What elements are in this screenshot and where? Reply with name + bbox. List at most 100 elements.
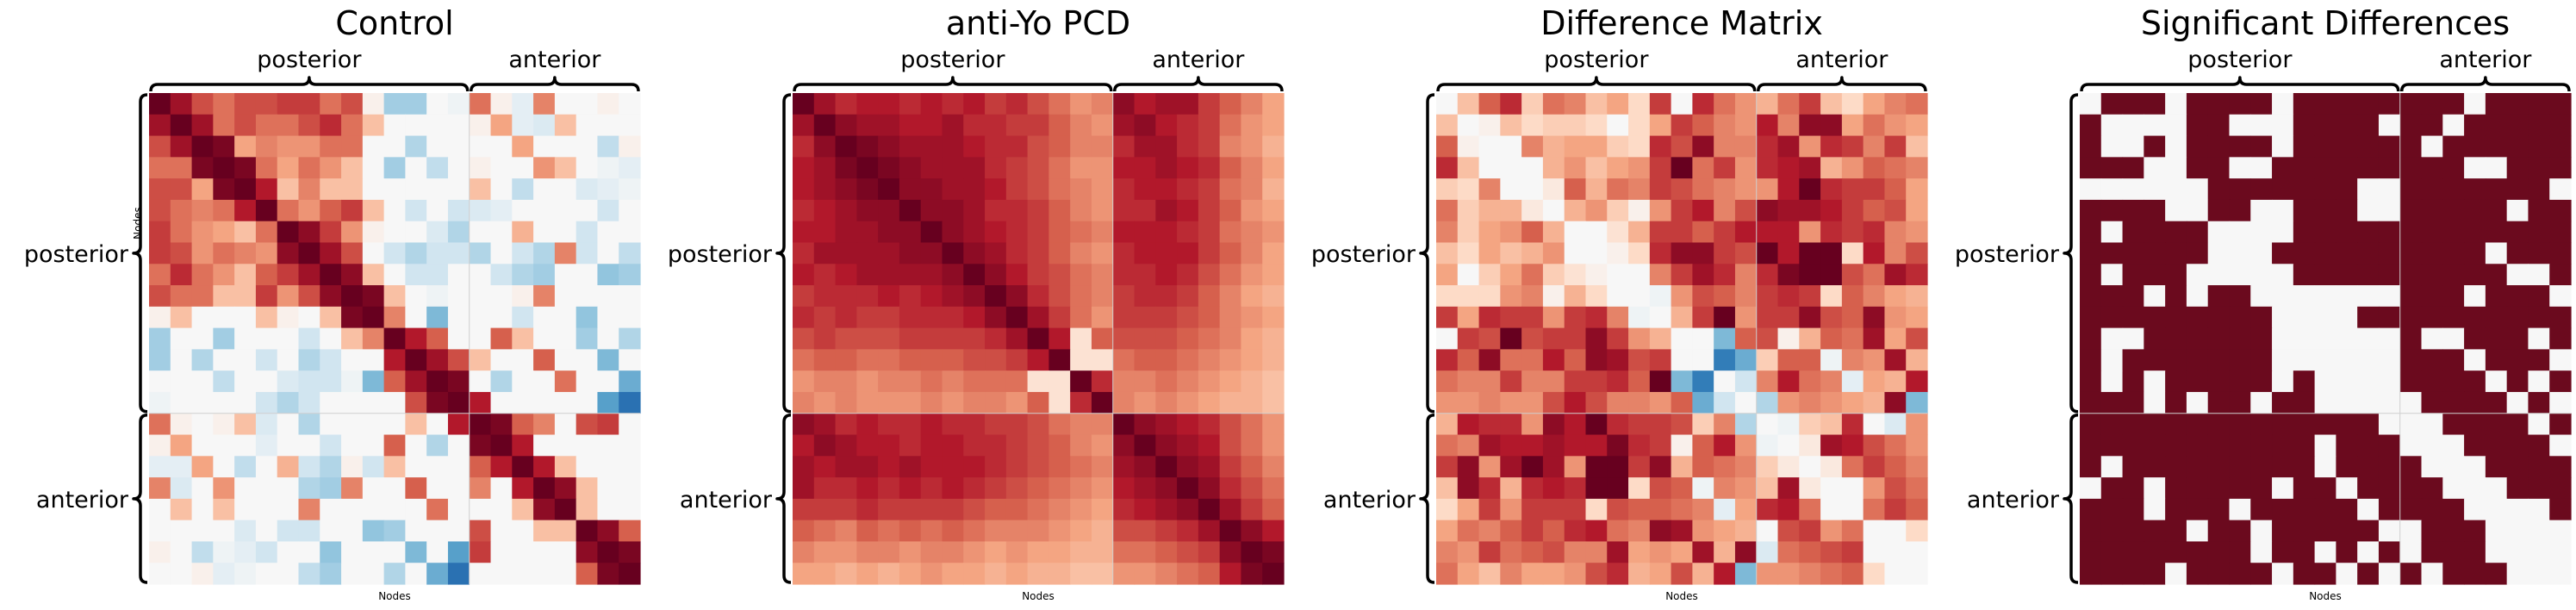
heatmap-cell <box>2144 327 2166 350</box>
heatmap-cell <box>2314 349 2336 371</box>
heatmap-cell <box>1542 391 1565 414</box>
heatmap-cell <box>2442 456 2465 478</box>
heatmap-cell <box>170 477 193 500</box>
heatmap-cell <box>2122 370 2144 393</box>
heatmap-cell <box>1884 199 1907 222</box>
heatmap-cell <box>2207 456 2231 478</box>
heatmap-cell <box>1841 242 1864 265</box>
heatmap-cell <box>813 413 837 436</box>
heatmap-cell <box>1692 498 1714 521</box>
heatmap-cell <box>2421 456 2443 478</box>
heatmap-cell <box>878 199 900 222</box>
heatmap-cell <box>512 498 534 521</box>
heatmap-cell <box>341 264 364 286</box>
heatmap-cell <box>320 349 342 371</box>
heatmap-cell <box>191 498 214 521</box>
heatmap-cell <box>533 306 556 329</box>
heatmap-cell <box>2272 157 2294 179</box>
heatmap-cell <box>1564 391 1587 414</box>
heatmap-cell <box>298 413 320 436</box>
heatmap-cell <box>383 327 406 350</box>
heatmap-cell <box>1005 114 1029 137</box>
heatmap-cell <box>899 135 922 158</box>
heatmap-cell <box>1585 456 1608 478</box>
heatmap-cell <box>255 178 278 201</box>
heatmap-cell <box>2528 498 2550 521</box>
heatmap-cell <box>1500 327 1522 350</box>
heatmap-cell <box>813 285 837 308</box>
heatmap-cell <box>2229 135 2251 158</box>
heatmap-cell <box>469 434 492 457</box>
heatmap-cell <box>835 264 857 286</box>
heatmap-cell <box>191 264 214 286</box>
heatmap-cell <box>1177 157 1199 179</box>
heatmap-cell <box>1198 391 1221 414</box>
heatmap-cell <box>2122 264 2144 286</box>
heatmap-cell <box>1112 541 1136 563</box>
heatmap-cell <box>920 285 943 308</box>
heatmap-cell <box>1134 541 1156 563</box>
heatmap-cell <box>1027 327 1049 350</box>
heatmap-cell <box>793 157 815 179</box>
heatmap-cell <box>362 306 385 329</box>
heatmap-cell <box>277 541 300 563</box>
heatmap-cell <box>963 327 986 350</box>
heatmap-cell <box>2100 157 2124 179</box>
heatmap-cell <box>2314 157 2336 179</box>
heatmap-cell <box>2528 199 2550 222</box>
heatmap-cell <box>1649 93 1672 115</box>
heatmap-cell <box>2464 541 2486 563</box>
heatmap-cell <box>2080 178 2102 201</box>
heatmap-cell <box>298 498 320 521</box>
heatmap-cell <box>1756 434 1779 457</box>
heatmap-cell <box>426 477 449 500</box>
heatmap-cell <box>1628 498 1651 521</box>
heatmap-cell <box>170 242 193 265</box>
heatmap-cell <box>1177 370 1199 393</box>
heatmap-cell <box>1607 242 1629 265</box>
heatmap-cell <box>1091 434 1114 457</box>
heatmap-cell <box>1756 520 1779 543</box>
heatmap-cell <box>1436 327 1459 350</box>
heatmap-cell <box>1692 178 1714 201</box>
heatmap-cell <box>1457 520 1480 543</box>
heatmap-cell <box>255 114 278 137</box>
heatmap-cell <box>1177 541 1199 563</box>
heatmap-cell <box>1436 456 1459 478</box>
heatmap-cell <box>469 199 492 222</box>
heatmap-cell <box>191 93 214 115</box>
heatmap-cell <box>1714 285 1736 308</box>
heatmap-cell <box>298 477 320 500</box>
heatmap-cell <box>1628 370 1651 393</box>
heatmap-cell <box>1070 221 1092 244</box>
heatmap-cell <box>533 178 556 201</box>
heatmap-cell <box>2399 434 2423 457</box>
heatmap-cell <box>1241 242 1263 265</box>
heatmap-cell <box>2485 285 2508 308</box>
heatmap-cell <box>899 306 922 329</box>
heatmap-cell <box>1564 199 1587 222</box>
heatmap-cell <box>1585 221 1608 244</box>
heatmap-cell <box>149 93 171 115</box>
heatmap-cell <box>1091 563 1114 585</box>
heatmap-cell <box>1884 327 1907 350</box>
heatmap-cell <box>2144 456 2166 478</box>
heatmap-cell <box>1177 520 1199 543</box>
heatmap-cell <box>2186 264 2209 286</box>
heatmap-cell <box>2506 477 2529 500</box>
heatmap-cell <box>1841 199 1864 222</box>
heatmap-cell <box>383 498 406 521</box>
heatmap-cell <box>2506 306 2529 329</box>
heatmap-cell <box>2549 391 2572 414</box>
heatmap-cell <box>2250 477 2273 500</box>
heatmap-cell <box>963 199 986 222</box>
heatmap-cell <box>2378 477 2401 500</box>
heatmap-cell <box>899 477 922 500</box>
heatmap-cell <box>1649 498 1672 521</box>
group-label-left: anterior <box>36 487 129 514</box>
heatmap-cell <box>490 520 513 543</box>
heatmap-cell <box>813 114 837 137</box>
heatmap-cell <box>512 264 534 286</box>
heatmap-cell <box>1692 157 1714 179</box>
heatmap-cell <box>362 114 385 137</box>
